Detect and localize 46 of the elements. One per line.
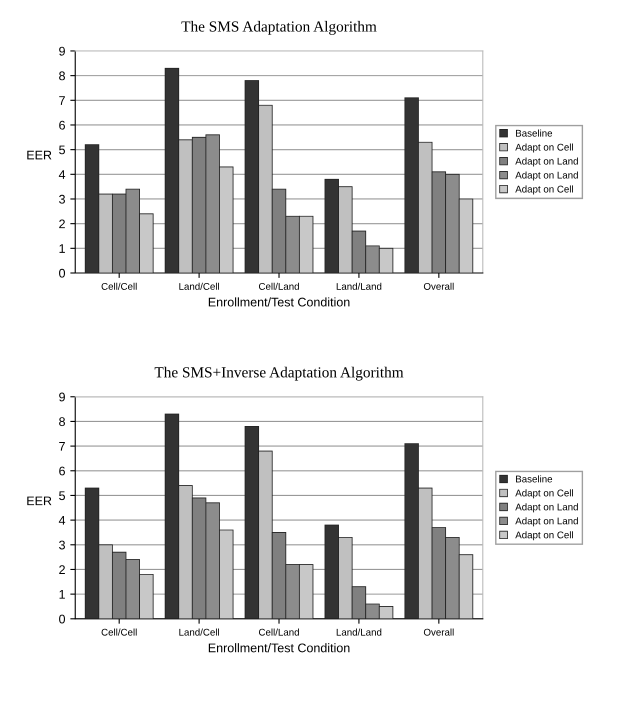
y-axis-title: EER	[27, 496, 52, 506]
x-tick-label: Cell/Cell	[102, 628, 137, 636]
x-tick-label: Land/Cell	[179, 628, 219, 636]
y-tick-label: 0	[59, 268, 66, 278]
legend-label: Adapt on Land	[515, 171, 578, 181]
y-tick-label: 1	[60, 590, 65, 599]
y-tick-label: 7	[59, 442, 65, 451]
y-tick-label: 9	[59, 46, 65, 56]
x-tick-label: Cell/Land	[258, 282, 299, 290]
y-tick-label: 2	[59, 219, 65, 228]
y-tick-label: 5	[59, 491, 65, 500]
y-tick-label: 4	[58, 516, 66, 525]
chart-title: The SMS+Inverse Adaptation Algorithm	[154, 366, 404, 381]
legend-label: Adapt on Land	[515, 157, 578, 167]
x-tick-label: Overall	[424, 628, 454, 636]
x-tick-label: Land/Cell	[179, 282, 219, 290]
legend-label: Adapt on Cell	[515, 489, 573, 498]
x-tick-label: Land/Land	[336, 282, 382, 290]
legend-label: Adapt on Land	[515, 503, 578, 512]
y-tick-label: 3	[59, 194, 65, 204]
x-tick-label: Overall	[424, 282, 454, 290]
y-tick-label: 3	[59, 540, 65, 550]
x-axis-title: Enrollment/Test Condition	[208, 643, 350, 652]
y-tick-label: 1	[60, 244, 65, 253]
x-tick-label: Cell/Land	[258, 628, 299, 636]
y-tick-label: 7	[59, 96, 65, 105]
y-tick-label: 8	[59, 71, 65, 80]
y-tick-label: 9	[59, 392, 65, 402]
legend-label: Baseline	[516, 130, 552, 137]
y-tick-label: 0	[59, 614, 66, 624]
chart-title: The SMS Adaptation Algorithm	[181, 20, 377, 35]
y-tick-label: 8	[59, 417, 65, 426]
legend-label: Adapt on Cell	[515, 531, 573, 540]
x-tick-label: Land/Land	[336, 628, 382, 636]
legend-label: Adapt on Cell	[515, 185, 573, 194]
y-tick-label: 5	[59, 146, 65, 154]
y-tick-label: 4	[58, 170, 66, 179]
legend-label: Adapt on Cell	[515, 144, 573, 153]
y-tick-label: 2	[59, 565, 65, 574]
legend-label: Adapt on Land	[515, 517, 578, 526]
legend-label: Baseline	[516, 475, 552, 482]
y-tick-label: 6	[59, 120, 65, 130]
x-axis-title: Enrollment/Test Condition	[208, 297, 350, 307]
x-tick-label: Cell/Cell	[102, 282, 137, 290]
y-tick-label: 6	[59, 466, 65, 476]
y-axis-title: EER	[27, 150, 52, 160]
